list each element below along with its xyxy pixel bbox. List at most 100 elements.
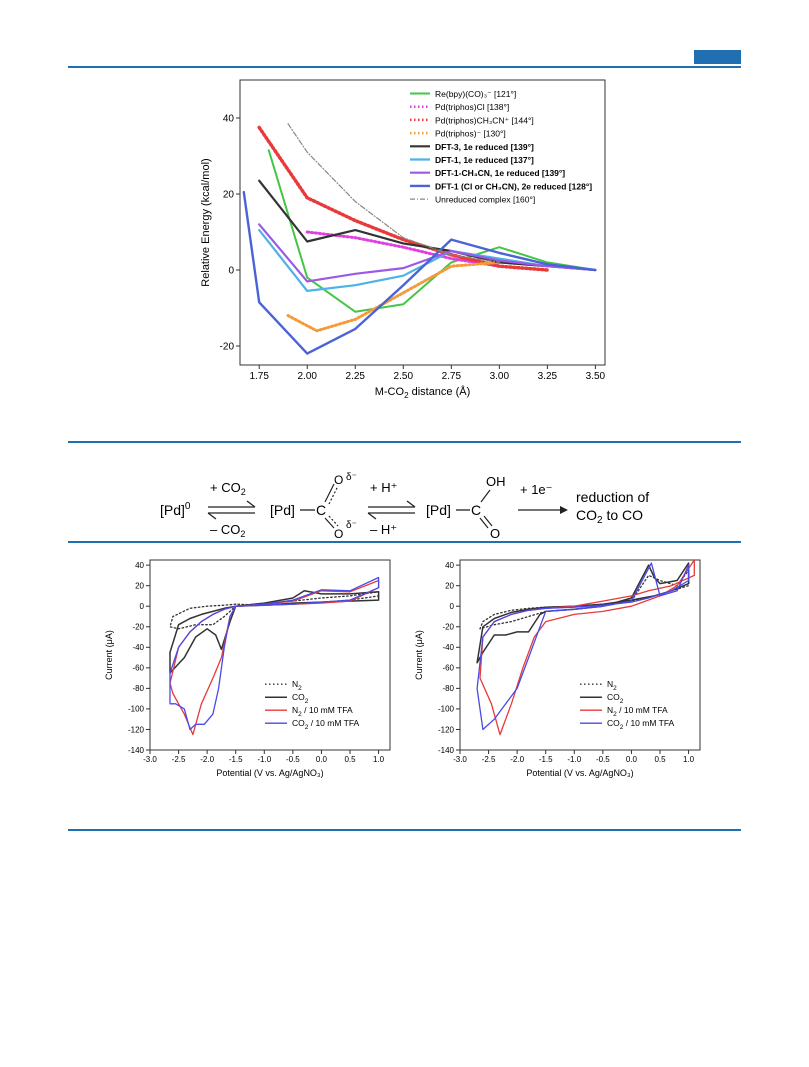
x-tick-label: 2.00	[298, 371, 318, 382]
y-tick-label: -60	[132, 664, 144, 673]
carbon-2: C	[471, 502, 481, 518]
y-tick-label: 40	[445, 561, 454, 570]
legend-entry: Unreduced complex [160°]	[435, 195, 535, 205]
y-tick-label: -100	[128, 705, 145, 714]
x-tick-label: -1.0	[257, 755, 271, 764]
arrow1-bottom-label: – CO2	[210, 522, 245, 539]
pd-label-1: [Pd]	[270, 502, 295, 518]
plot-frame	[459, 559, 701, 751]
co-bond-top-dashed	[328, 485, 339, 505]
co-bond-bottom	[324, 517, 335, 529]
cv-chart-left: -3.0 -2.5 -2.0 -1.5 -1.0 -0.5 0.0 0.5 1.0 -140 -12…	[104, 559, 391, 778]
y-tick-label: -80	[442, 684, 454, 693]
x-tick-label: -1.0	[567, 755, 581, 764]
y-tick-label: -20	[220, 342, 235, 353]
result-line-2: CO2 to CO	[576, 507, 643, 526]
y-tick-label: 0	[228, 266, 234, 277]
legend-entry: CO2	[607, 692, 624, 705]
y-tick-label: -80	[132, 684, 144, 693]
legend-entry: CO2 / 10 mM TFA	[292, 718, 360, 731]
section-rule-3	[68, 829, 741, 831]
x-tick-label: 0.0	[316, 755, 328, 764]
plot-frame	[239, 79, 606, 366]
cv-chart-right: -3.0 -2.5 -2.0 -1.5 -1.0 -0.5 0.0 0.5 1.0 -140 -12…	[414, 559, 701, 778]
series-line-3	[476, 562, 690, 731]
arrow3-top-label: + 1e⁻	[520, 482, 553, 497]
oxygen-2: O	[490, 526, 500, 540]
x-tick-label: 0.5	[654, 755, 666, 764]
reaction-scheme: [Pd]0 + CO2 – CO2 [Pd] C O O δ⁻ δ⁻ + H⁺ …	[160, 472, 649, 540]
series-line-6	[258, 223, 597, 283]
legend-entry: DFT-1-CH₃CN, 1e reduced [139°]	[435, 168, 565, 178]
x-tick-label: -0.5	[286, 755, 300, 764]
x-tick-label: -3.0	[143, 755, 157, 764]
series-line-3	[169, 576, 380, 731]
legend-entry: Re(bpy)(CO)₃⁻ [121°]	[435, 89, 516, 99]
y-tick-label: 0	[450, 602, 455, 611]
co-bond-top	[324, 483, 335, 503]
y-axis-label: Relative Energy (kcal/mol)	[200, 158, 212, 286]
oxygen-top: O	[334, 473, 343, 487]
y-tick-label: -20	[132, 623, 144, 632]
oxygen-bottom: O	[334, 527, 343, 540]
forward-arrow	[518, 506, 568, 514]
x-tick-label: -1.5	[229, 755, 243, 764]
x-tick-label: 3.50	[586, 371, 606, 382]
section-rule-2	[68, 541, 741, 543]
delta-bottom: δ⁻	[346, 520, 357, 531]
y-tick-label: 20	[223, 190, 235, 201]
x-tick-label: 2.50	[394, 371, 414, 382]
legend-entry: CO2	[292, 692, 309, 705]
x-tick-label: -2.5	[482, 755, 496, 764]
y-tick-label: -120	[438, 725, 455, 734]
plot-frame	[149, 559, 391, 751]
y-tick-label: -20	[442, 623, 454, 632]
header-tab	[694, 50, 741, 64]
y-tick-label: 40	[135, 561, 144, 570]
y-tick-label: -140	[128, 746, 145, 755]
y-tick-label: -120	[128, 725, 145, 734]
x-tick-label: 1.75	[249, 371, 269, 382]
legend-entry: N2 / 10 mM TFA	[292, 705, 353, 718]
legend-entry: N2 / 10 mM TFA	[607, 705, 668, 718]
x-tick-label: -1.5	[539, 755, 553, 764]
y-tick-label: -40	[132, 643, 144, 652]
legend-entry: DFT-1 (Cl or CH₃CN), 2e reduced [128°]	[435, 181, 592, 191]
series-line-1	[305, 230, 501, 268]
arrow1-top-label: + CO2	[210, 480, 246, 497]
energy-profile-chart: 1.75 2.00 2.25 2.50 2.75 3.00 3.25 3.50 -20 0 20 40…	[200, 79, 606, 400]
series-line-0	[479, 569, 690, 630]
arrow2-top-label: + H⁺	[370, 480, 397, 495]
arrow2-bottom-label: – H⁺	[370, 522, 397, 537]
x-axis-label: Potential (V vs. Ag/AgNO₃)	[526, 768, 633, 778]
series-line-7	[242, 190, 597, 355]
x-tick-label: 3.00	[490, 371, 510, 382]
legend-entry: Pd(triphos)Cl [138°]	[435, 102, 509, 112]
y-tick-label: 20	[445, 581, 454, 590]
y-tick-label: 40	[223, 114, 235, 125]
x-axis-label: Potential (V vs. Ag/AgNO₃)	[216, 768, 323, 778]
legend-entry: Pd(triphos)⁻ [130°]	[435, 129, 506, 139]
x-tick-label: 1.0	[373, 755, 385, 764]
y-tick-label: -100	[438, 705, 455, 714]
c-o-double-1	[479, 517, 489, 529]
result-line-1: reduction of	[576, 489, 649, 505]
y-tick-label: -40	[442, 643, 454, 652]
x-axis-label: M-CO2 distance (Å)	[375, 385, 471, 400]
pd-label-2: [Pd]	[426, 502, 451, 518]
x-tick-label: 2.25	[346, 371, 366, 382]
series-line-8	[287, 123, 500, 263]
header-rule	[68, 66, 741, 68]
x-tick-label: 0.0	[626, 755, 638, 764]
series-line-1	[169, 590, 380, 674]
section-rule-1	[68, 441, 741, 443]
c-o-double-2	[483, 515, 493, 527]
delta-top: δ⁻	[346, 472, 357, 483]
legend-entry: Pd(triphos)CH₃CN⁺ [144°]	[435, 115, 534, 125]
equilibrium-arrow-1	[207, 500, 256, 520]
legend-entry: DFT-3, 1e reduced [139°]	[435, 142, 534, 152]
x-tick-label: -2.0	[510, 755, 524, 764]
carbon-1: C	[316, 502, 326, 518]
x-tick-label: -2.0	[200, 755, 214, 764]
legend-entry: CO2 / 10 mM TFA	[607, 718, 675, 731]
